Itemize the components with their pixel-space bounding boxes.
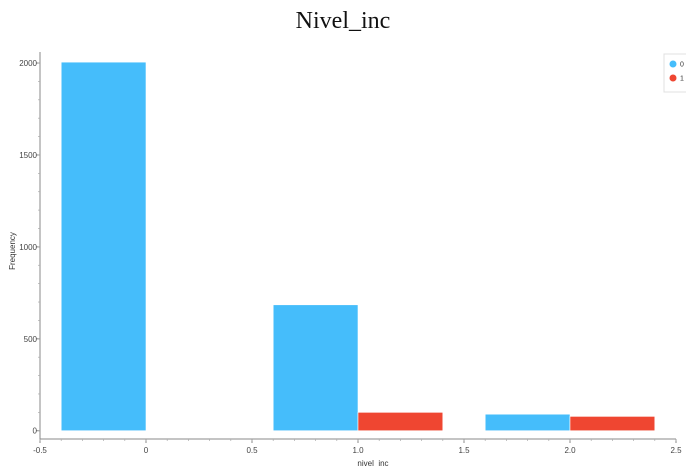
y-axis-label: Frequency: [8, 232, 17, 270]
x-tick-label: 2.5: [670, 446, 682, 455]
legend-box: [663, 53, 686, 93]
chart-title: Nivel_inc: [295, 8, 391, 34]
x-tick-label: 1.0: [352, 446, 364, 455]
bar-series-1-2: [569, 416, 656, 432]
x-ticks-group: -0.5 0 0.5 1.0 1.5 2.0 2.5: [33, 439, 682, 455]
bar-series-0-1: [272, 304, 359, 432]
bar-series-0-0: [60, 61, 147, 432]
y-ticks-group: 0 500 1000 1500 2000: [19, 59, 40, 436]
y-tick-label: 1500: [19, 151, 37, 160]
legend-label-0: 0: [680, 62, 684, 69]
bars-group: [60, 61, 656, 432]
y-tick-label: 0: [33, 427, 38, 436]
y-tick-label: 500: [24, 335, 38, 344]
x-axis-label: nivel_inc: [357, 459, 388, 467]
x-tick-label: -0.5: [33, 446, 47, 455]
x-tick-label: 0: [144, 446, 149, 455]
x-tick-label: 0.5: [246, 446, 258, 455]
x-tick-label: 1.5: [458, 446, 470, 455]
x-tick-label: 2.0: [564, 446, 576, 455]
y-tick-label: 1000: [19, 243, 37, 252]
legend-marker-1: [669, 74, 677, 82]
legend: 01: [663, 53, 686, 93]
legend-label-1: 1: [680, 76, 684, 83]
legend-marker-0: [669, 60, 677, 68]
y-tick-label: 2000: [19, 59, 37, 68]
bar-series-0-2: [484, 413, 571, 432]
bar-series-1-1: [357, 412, 444, 432]
